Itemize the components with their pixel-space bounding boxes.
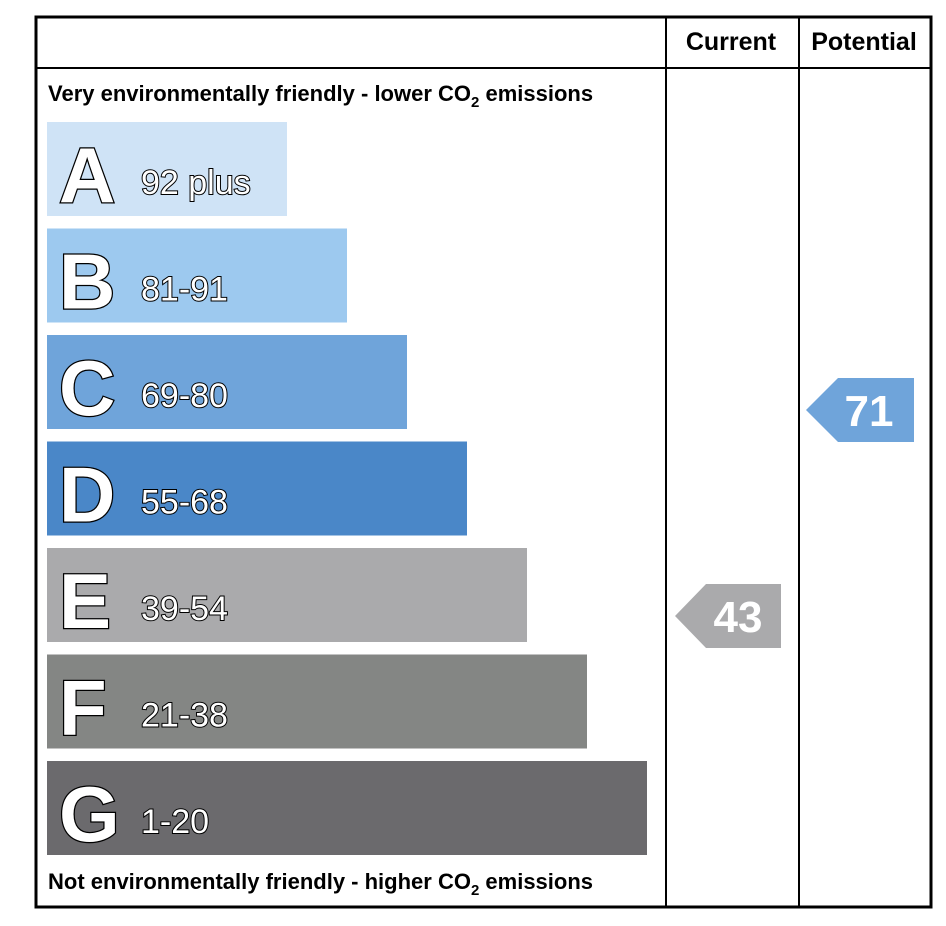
band-range-label: 69-80 [141,377,228,415]
band-range-label: 39-54 [141,590,228,628]
band-range-label: 55-68 [141,484,228,522]
potential-rating-arrow [806,378,914,442]
rating-bands: A 92 plus B 81-91 C 69-80 D 55-68 E 39-54 F 21-38 G 1… [47,122,647,859]
band-bar [47,122,287,216]
band-a: A 92 plus [47,122,287,220]
top-caption-prefix: Very environmentally friendly - lower CO [48,81,471,106]
band-g: G 1-20 [47,761,647,859]
band-letter: G [59,770,120,858]
band-range-label: 1-20 [141,803,209,841]
band-bar [47,335,407,429]
band-d: D 55-68 [47,441,467,540]
band-range-label: 81-91 [141,271,228,309]
band-f: F 21-38 [47,654,587,753]
band-bar [47,761,647,855]
band-range-label: 92 plus [141,164,251,202]
current-rating-arrow [675,584,781,648]
current-rating-marker: 43 [675,584,781,648]
top-caption: Very environmentally friendly - lower CO… [48,81,593,111]
bottom-caption-prefix: Not environmentally friendly - higher CO [48,869,471,894]
current-column-header: Current [686,28,777,56]
band-bar [47,654,587,749]
band-b: B 81-91 [47,228,347,327]
band-letter: F [59,664,107,752]
bottom-caption: Not environmentally friendly - higher CO… [48,869,593,899]
band-bar [47,441,467,536]
band-letter: B [59,238,115,326]
band-letter: E [59,557,111,645]
top-caption-subscript: 2 [471,94,479,111]
bottom-caption-subscript: 2 [471,882,479,899]
potential-rating-value: 71 [845,387,894,436]
band-bar [47,228,347,323]
band-range-label: 21-38 [141,697,228,735]
band-c: C 69-80 [47,335,407,433]
band-letter: D [59,451,115,539]
bottom-caption-suffix: emissions [479,869,593,894]
band-letter: C [59,344,115,432]
current-rating-value: 43 [714,593,763,642]
band-e: E 39-54 [47,548,527,646]
band-bar [47,548,527,642]
potential-rating-marker: 71 [806,378,914,442]
band-letter: A [59,131,115,219]
top-caption-suffix: emissions [479,81,593,106]
potential-column-header: Potential [811,28,917,56]
